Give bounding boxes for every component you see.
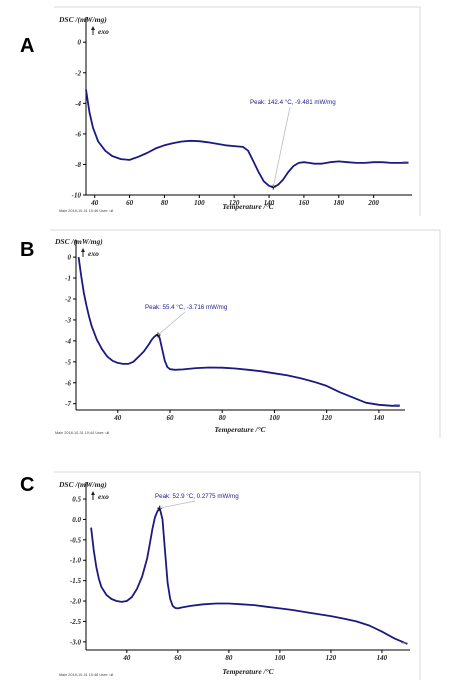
y-tick-label: -8 [75, 161, 81, 169]
x-tick-label: 40 [113, 414, 122, 422]
peak-leader-line [157, 311, 186, 336]
panel-letter-a: A [20, 35, 35, 57]
chart-frame [54, 471, 421, 680]
peak-annotation: Peak: 55.4 °C, -3.716 mW/mg [145, 304, 228, 311]
x-axis-label: Temperature /°C [222, 202, 274, 211]
peak-annotation: Peak: 142.4 °C, -9.481 mW/mg [250, 99, 336, 106]
y-tick-label: 0 [68, 254, 72, 262]
panel-letter-c: C [20, 474, 35, 496]
y-tick-label: -6 [75, 130, 81, 138]
x-tick-label: 100 [269, 414, 280, 422]
x-axis-label: Temperature /°C [222, 667, 274, 676]
footer-info: Main 2018-10-31 10:44 User: ull [55, 431, 109, 435]
y-tick-label: -10 [72, 192, 82, 200]
x-tick-label: 60 [167, 414, 175, 422]
y-tick-label: -0.5 [70, 536, 82, 544]
x-axis-label: Temperature /°C [214, 425, 266, 434]
y-tick-label: -2.5 [70, 618, 82, 626]
exo-label: exo [98, 27, 109, 36]
panel-letter-b: B [20, 239, 35, 261]
footer-info: Main 2018-10-31 10:46 User: ull [59, 209, 113, 213]
x-tick-label: 80 [161, 199, 169, 207]
y-tick-label: 0.0 [72, 516, 81, 524]
dsc-chart-c: DSC /(mW/mg) exo 0.5 0.0 -0.5 -1.0 -1.5 -2.0 -2.… [54, 471, 421, 680]
y-tick-label: -3.0 [70, 638, 82, 646]
x-tick-label: 40 [122, 654, 131, 662]
x-tick-label: 120 [321, 414, 332, 422]
y-tick-label: -6 [65, 379, 71, 387]
y-tick-label: -4 [75, 100, 81, 108]
peak-leader-line [159, 500, 196, 509]
y-tick-label: -2.0 [70, 598, 82, 606]
y-tick-label: -1 [65, 275, 71, 283]
x-tick-label: 100 [194, 199, 205, 207]
y-tick-label: -1.0 [70, 557, 82, 565]
x-tick-label: 80 [225, 654, 233, 662]
y-tick-label: -7 [65, 400, 71, 408]
x-tick-label: 120 [229, 199, 240, 207]
x-tick-label: 40 [90, 199, 99, 207]
y-tick-label: 0.5 [72, 496, 81, 504]
exo-arrowhead-icon [91, 491, 95, 495]
dsc-curve [90, 507, 408, 645]
x-tick-label: 200 [367, 199, 379, 207]
exo-label: exo [88, 249, 99, 258]
x-tick-label: 160 [299, 199, 310, 207]
x-tick-label: 60 [126, 199, 134, 207]
y-axis-label: DSC /(mW/mg) [58, 15, 107, 24]
y-tick-label: -2 [65, 295, 71, 303]
x-tick-label: 140 [264, 199, 275, 207]
x-tick-label: 140 [374, 414, 385, 422]
peak-annotation: Peak: 52.9 °C, 0.2775 mW/mg [155, 493, 239, 500]
dsc-chart-b: DSC /(mW/mg) exo 0 -1 -2 -3 -4 -5 -6 -7 40 60 80 100 1… [50, 229, 441, 438]
y-axis-label: DSC /(mW/mg) [54, 237, 103, 246]
exo-label: exo [98, 492, 109, 501]
dsc-curve [77, 256, 400, 407]
x-tick-label: 80 [219, 414, 227, 422]
chart-frame [50, 229, 441, 438]
exo-arrowhead-icon [81, 248, 85, 252]
footer-info: Main 2018-10-31 10:48 User: ull [59, 673, 113, 677]
y-axis-label: DSC /(mW/mg) [58, 480, 107, 489]
chart-frame [54, 6, 421, 216]
x-tick-label: 120 [326, 654, 337, 662]
dsc-curve [85, 89, 409, 189]
y-tick-label: -4 [65, 337, 71, 345]
y-tick-label: -3 [65, 316, 71, 324]
dsc-chart-a: DSC /(mW/mg) exo 0 -2 -4 -6 -8 -10 40 60 80 100 120 1… [54, 6, 421, 216]
x-tick-label: 60 [174, 654, 182, 662]
y-tick-label: -2 [75, 69, 81, 77]
y-tick-label: -5 [65, 358, 71, 366]
x-tick-label: 100 [275, 654, 286, 662]
x-tick-label: 140 [377, 654, 388, 662]
x-tick-label: 180 [334, 199, 345, 207]
peak-leader-line [272, 106, 291, 188]
y-tick-label: -1.5 [70, 577, 82, 585]
exo-arrowhead-icon [91, 26, 95, 30]
y-tick-label: 0 [78, 39, 82, 47]
